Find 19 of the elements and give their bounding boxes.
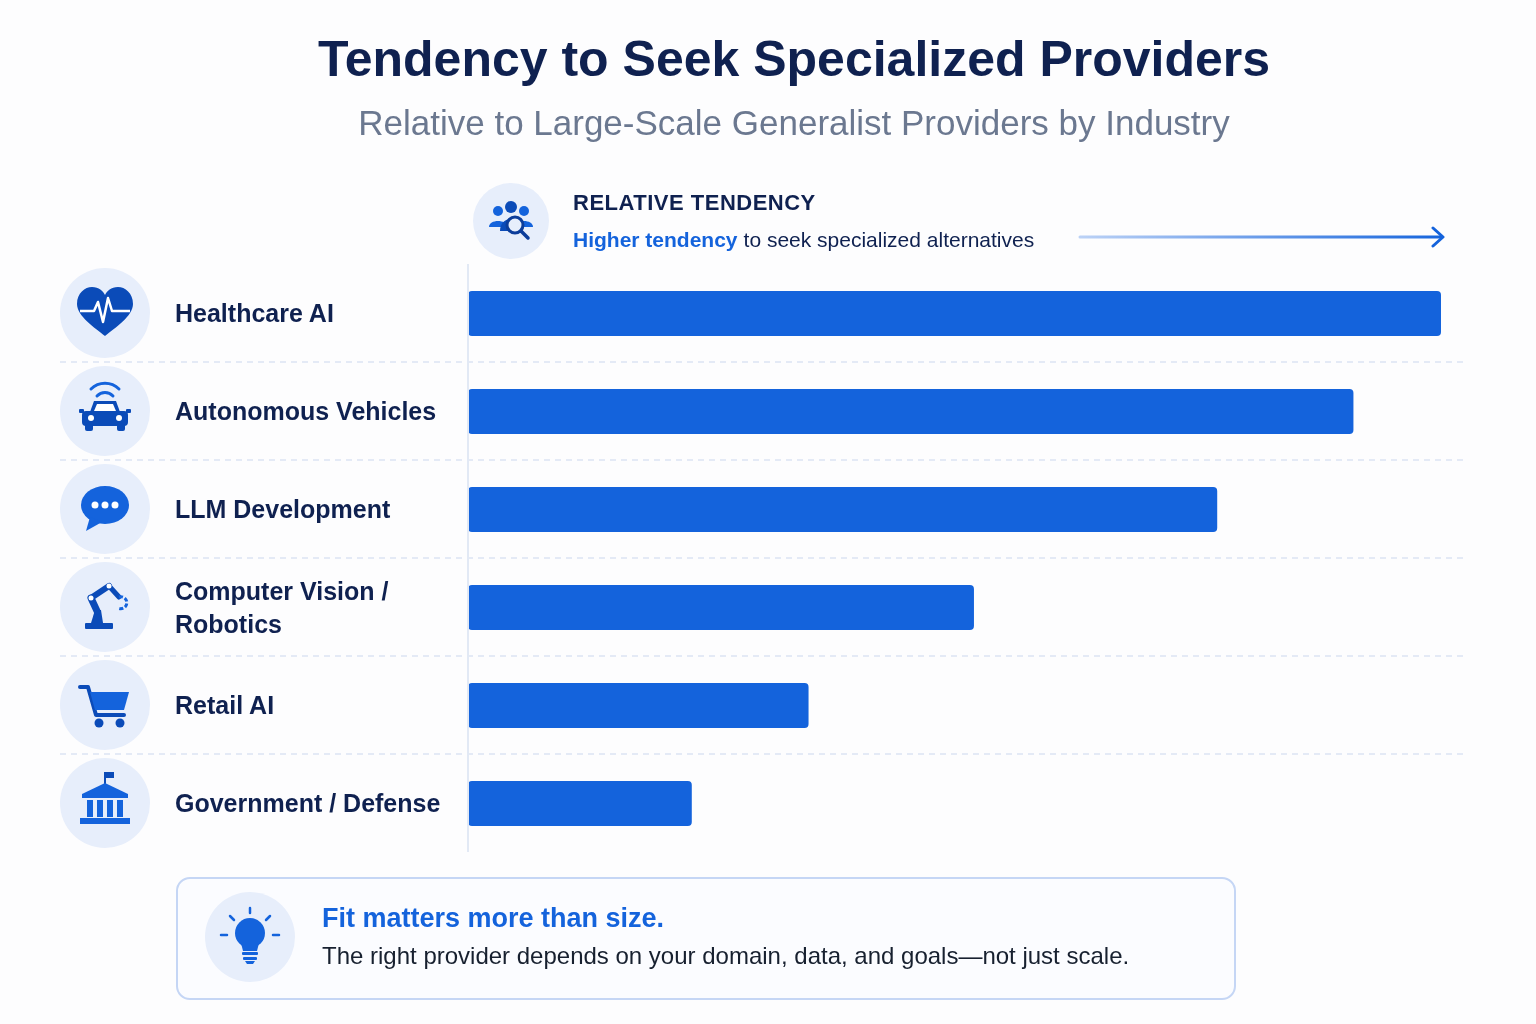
bar [468,487,1218,532]
bar [468,389,1354,434]
bar [468,683,809,728]
text: to seek specialized alternatives [743,228,1035,251]
chart-subtitle: Relative to Large-Scale Generalist Providers by Industry [357,102,1231,144]
y-tick-label: Computer Vision / Robotics [175,576,389,638]
y-tick-label: LLM Development [175,495,391,523]
y-tick-label: Healthcare AI [175,299,334,327]
x-axis-title: RELATIVE TENDENCY [573,190,816,216]
text: The right provider depends on your domain, data, and goals—not just scale. [322,942,1130,970]
y-tick-label: Autonomous Vehicles [175,397,437,425]
text: Fit matters more than size. [322,903,665,934]
bar [468,585,974,630]
chart-title: Tendency to Seek Specialized Providers [316,30,1272,89]
bar [468,291,1441,336]
y-tick-label: Retail AI [175,691,275,719]
y-tick-label: Government / Defense [175,789,441,817]
text: Higher tendency [573,228,738,251]
bar [468,781,692,826]
